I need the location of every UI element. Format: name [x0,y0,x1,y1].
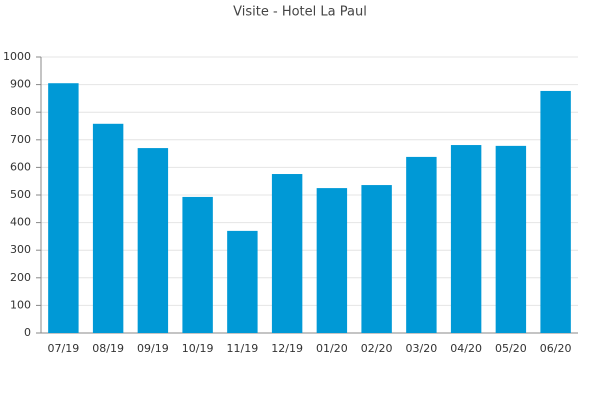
bar [271,174,303,333]
x-tick-label: 01/20 [316,342,348,355]
bar [361,185,392,333]
x-tick-label: 08/19 [92,342,124,355]
y-tick-label: 700 [10,133,31,146]
x-tick-label: 09/19 [137,342,169,355]
y-tick-label: 300 [10,243,31,256]
y-tick-label: 1000 [3,50,31,63]
y-tick-label: 600 [10,160,31,173]
bar [495,145,527,333]
bar [137,148,169,333]
bar [182,196,213,333]
y-tick-label: 400 [10,216,31,229]
bar [450,145,482,333]
y-tick-label: 800 [10,105,31,118]
bar [48,83,79,333]
bar [316,188,348,333]
y-tick-label: 100 [10,298,31,311]
bar [92,123,124,334]
x-tick-label: 06/20 [540,342,572,355]
x-tick-label: 04/20 [450,342,482,355]
y-tick-label: 900 [10,78,31,91]
x-tick-label: 03/20 [406,342,438,355]
x-tick-label: 11/19 [227,342,259,355]
bar [406,156,437,333]
x-tick-label: 07/19 [48,342,80,355]
y-tick-label: 0 [24,326,31,339]
bar [227,230,258,333]
x-tick-label: 10/19 [182,342,214,355]
x-tick-label: 02/20 [361,342,393,355]
bar [540,90,571,333]
chart-title: Visite - Hotel La Paul [233,5,367,20]
y-tick-label: 500 [10,188,31,201]
x-tick-label: 05/20 [495,342,527,355]
y-tick-label: 200 [10,271,31,284]
x-tick-label: 12/19 [271,342,303,355]
